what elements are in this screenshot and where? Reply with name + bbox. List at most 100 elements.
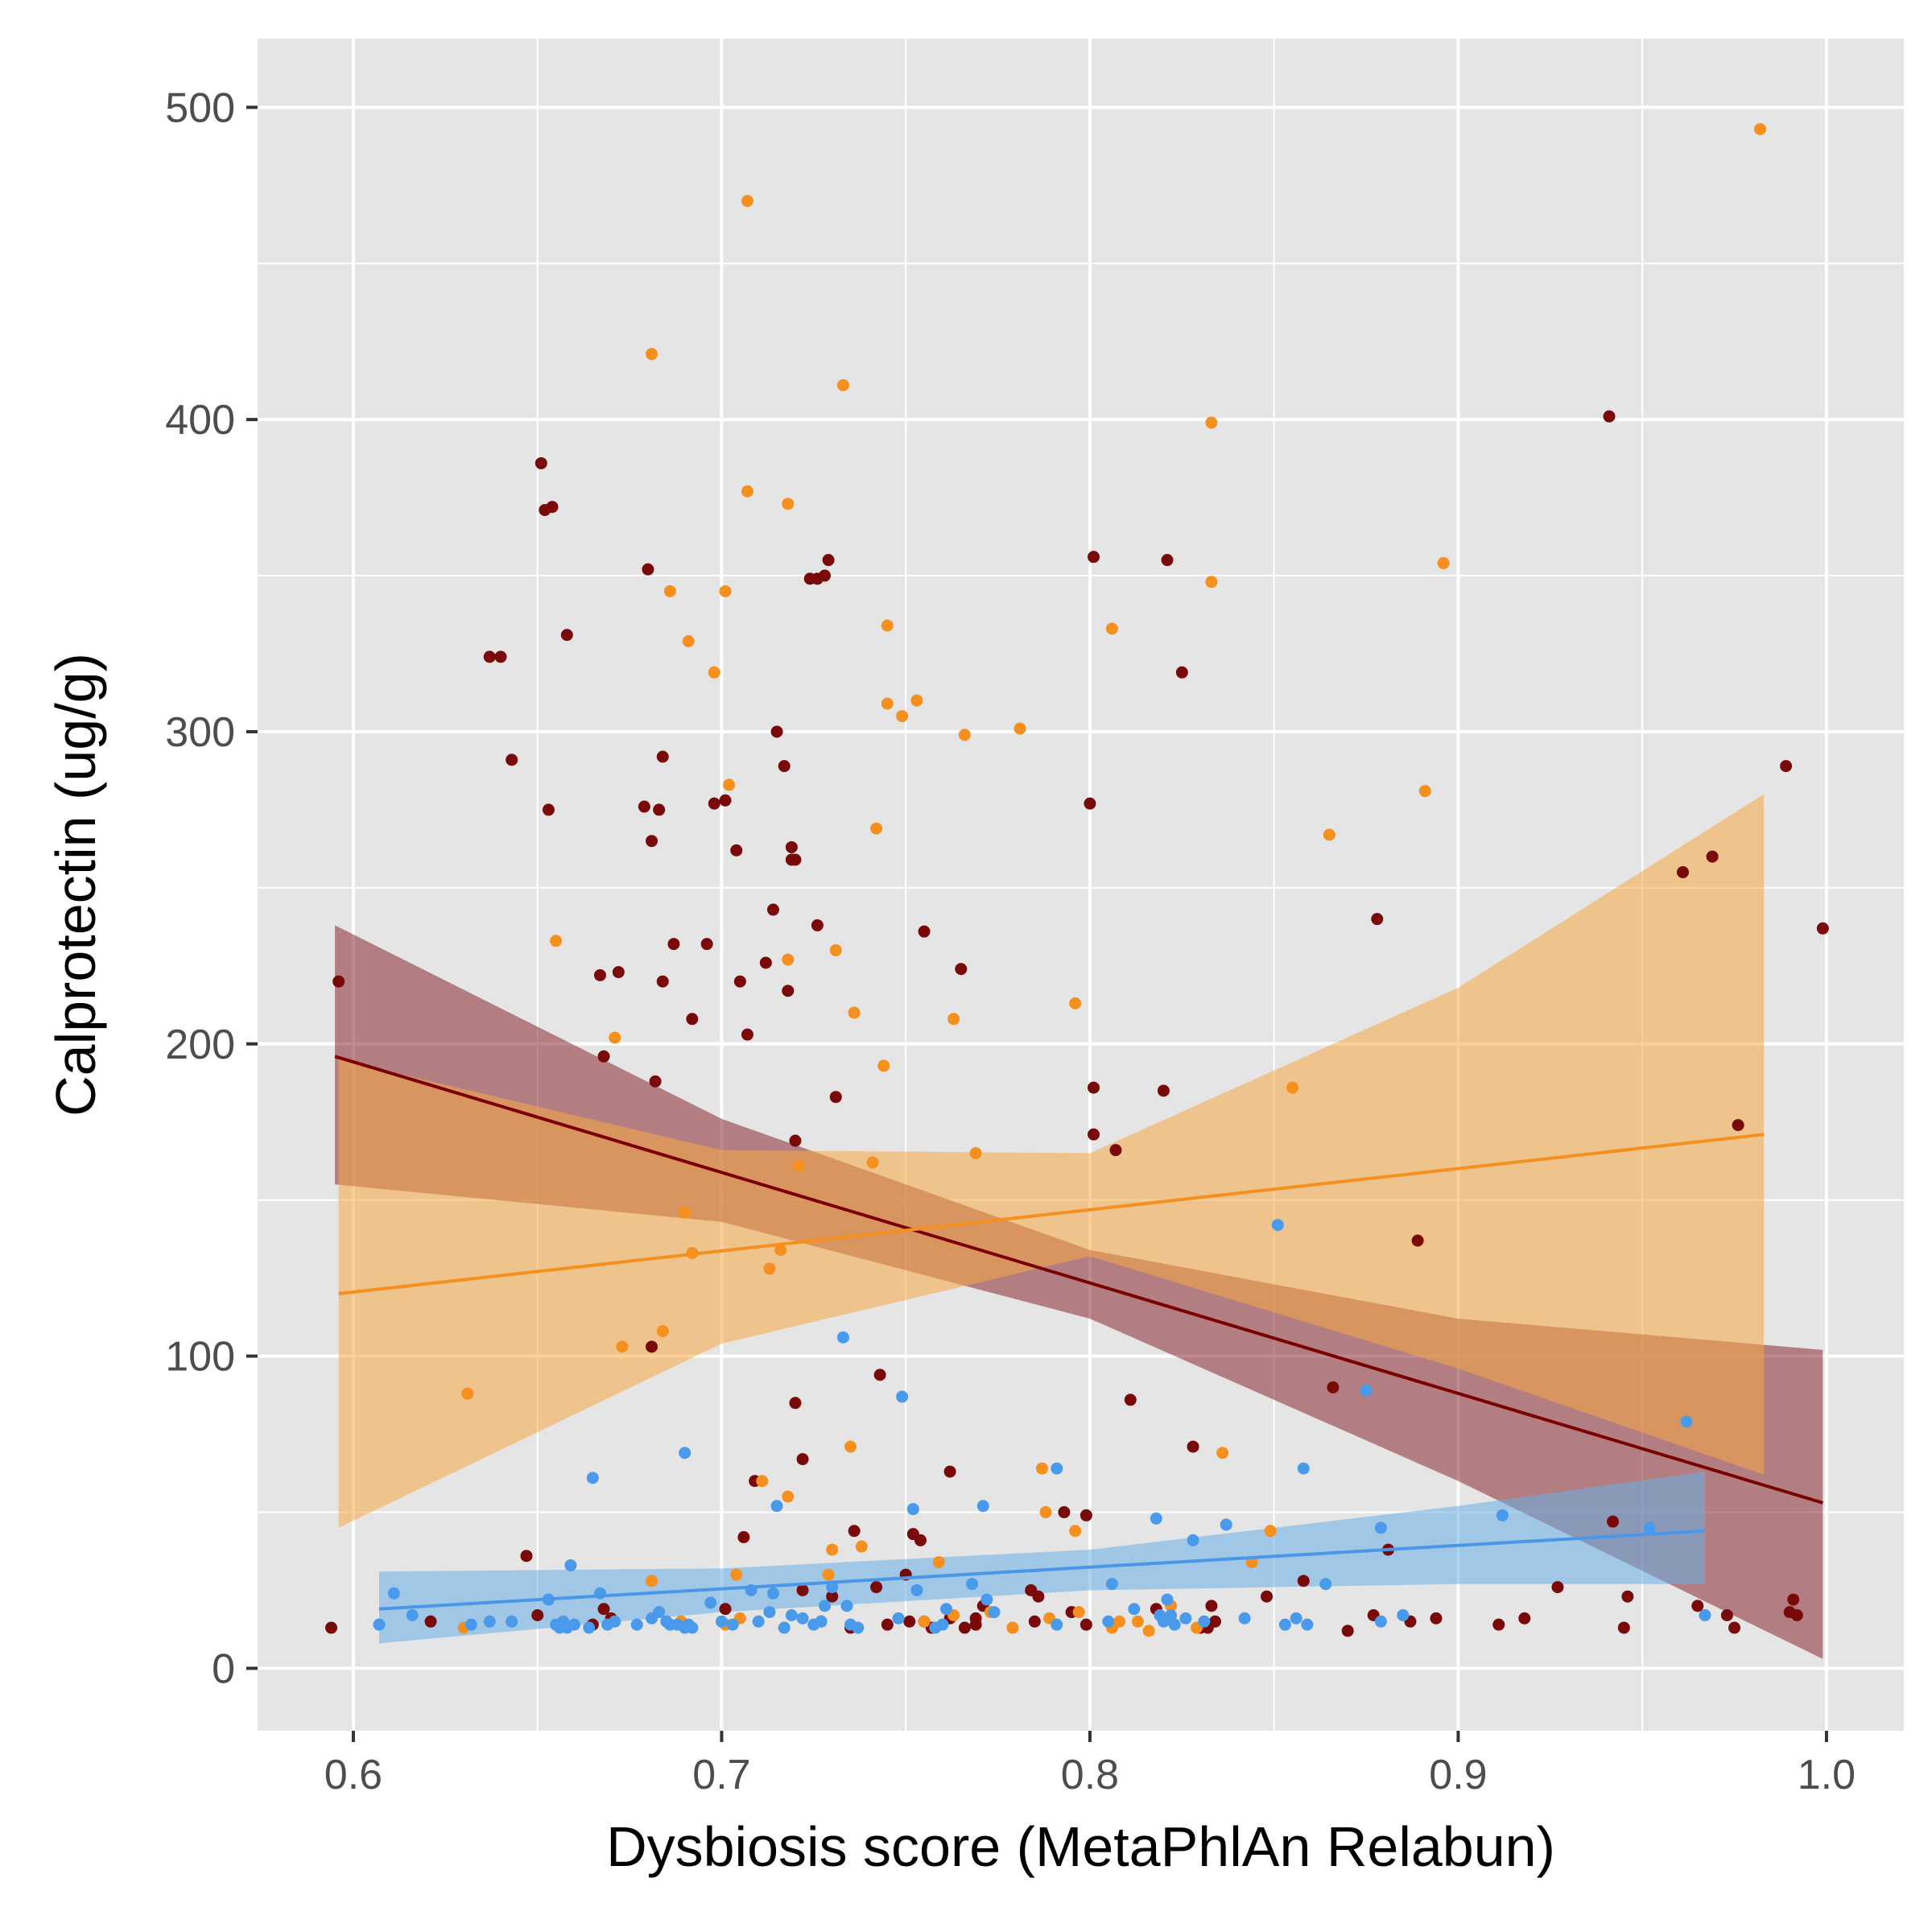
point-series-1 <box>1028 1615 1041 1628</box>
point-series-1 <box>531 1609 544 1622</box>
point-series-3 <box>988 1606 1001 1619</box>
point-series-3 <box>1198 1615 1211 1628</box>
point-series-2 <box>782 953 795 966</box>
point-series-2 <box>969 1147 982 1160</box>
point-series-1 <box>778 760 791 773</box>
point-series-1 <box>1109 1144 1122 1157</box>
point-series-2 <box>877 1059 890 1072</box>
point-series-3 <box>1051 1618 1063 1631</box>
point-series-2 <box>461 1387 474 1400</box>
point-series-1 <box>789 853 802 866</box>
point-series-2 <box>550 935 563 947</box>
point-series-1 <box>1617 1621 1630 1634</box>
point-series-3 <box>1179 1612 1192 1624</box>
point-series-3 <box>1643 1521 1656 1534</box>
y-tick-label: 0 <box>212 1645 235 1692</box>
point-series-2 <box>646 348 658 361</box>
point-series-3 <box>1297 1462 1310 1475</box>
point-series-1 <box>649 1075 662 1088</box>
point-series-1 <box>1621 1590 1634 1603</box>
point-series-1 <box>785 840 798 853</box>
point-series-3 <box>840 1600 853 1612</box>
point-series-3 <box>940 1603 953 1616</box>
point-series-1 <box>542 803 555 816</box>
point-series-2 <box>782 497 795 510</box>
point-series-1 <box>1208 1615 1221 1628</box>
point-series-1 <box>870 1581 883 1594</box>
point-series-1 <box>1371 913 1384 926</box>
point-series-1 <box>1161 554 1174 567</box>
point-series-3 <box>763 1606 776 1619</box>
point-series-1 <box>1124 1393 1137 1406</box>
y-tick-labels: 0 100 200 300 400 500 <box>165 85 235 1692</box>
point-series-1 <box>730 844 743 857</box>
point-series-1 <box>646 835 658 848</box>
x-tick-label: 0.6 <box>324 1752 382 1798</box>
point-series-2 <box>763 1262 776 1275</box>
point-series-1 <box>1088 551 1100 564</box>
point-series-3 <box>609 1615 621 1628</box>
point-series-1 <box>903 1615 916 1628</box>
point-series-3 <box>796 1612 809 1624</box>
point-series-3 <box>766 1587 779 1600</box>
point-series-2 <box>741 195 753 208</box>
point-series-1 <box>1430 1612 1443 1624</box>
point-series-2 <box>774 1244 787 1257</box>
confidence-band-1 <box>335 925 1823 1659</box>
point-series-1 <box>332 975 345 988</box>
x-tick-labels: 0.6 0.7 0.8 0.9 1.0 <box>324 1752 1856 1798</box>
point-series-1 <box>1297 1575 1310 1587</box>
point-series-1 <box>424 1615 437 1628</box>
point-series-1 <box>520 1550 533 1563</box>
point-series-1 <box>737 1531 750 1544</box>
point-series-3 <box>568 1618 580 1631</box>
point-series-1 <box>1032 1590 1045 1603</box>
point-series-2 <box>1113 1615 1126 1628</box>
point-series-2 <box>826 1543 839 1556</box>
point-series-2 <box>918 1615 931 1628</box>
point-series-3 <box>715 1615 728 1628</box>
point-series-2 <box>1069 1525 1082 1538</box>
point-series-2 <box>881 619 894 632</box>
point-series-1 <box>719 794 732 807</box>
point-series-1 <box>1492 1618 1505 1631</box>
point-series-1 <box>1261 1590 1274 1603</box>
point-series-1 <box>1341 1624 1354 1637</box>
point-series-2 <box>1437 557 1450 570</box>
point-series-3 <box>373 1618 386 1631</box>
point-series-2 <box>646 1575 658 1587</box>
x-tick-label: 0.8 <box>1061 1752 1119 1798</box>
point-series-3 <box>483 1615 496 1628</box>
point-series-2 <box>609 1031 621 1044</box>
point-series-1 <box>653 803 666 816</box>
point-series-2 <box>756 1475 769 1488</box>
point-series-1 <box>1603 410 1616 423</box>
point-series-1 <box>667 938 680 951</box>
point-series-1 <box>1518 1612 1531 1624</box>
point-series-2 <box>1142 1624 1155 1637</box>
point-series-2 <box>866 1156 879 1169</box>
point-series-3 <box>1374 1615 1387 1628</box>
point-series-3 <box>586 1472 599 1484</box>
point-series-1 <box>1088 1081 1100 1094</box>
point-series-1 <box>766 903 779 916</box>
point-series-3 <box>752 1615 765 1628</box>
point-series-2 <box>848 1006 861 1019</box>
point-series-2 <box>1205 416 1218 429</box>
point-series-1 <box>1080 1618 1092 1631</box>
point-series-1 <box>638 800 650 813</box>
point-series-3 <box>1128 1603 1141 1616</box>
point-series-2 <box>679 1206 691 1219</box>
point-series-2 <box>1013 722 1026 735</box>
point-series-3 <box>1360 1384 1373 1397</box>
fit-lines <box>334 1055 1823 1611</box>
point-series-1 <box>914 1534 927 1546</box>
x-tick-label: 0.9 <box>1429 1752 1487 1798</box>
point-series-1 <box>829 1091 842 1104</box>
point-series-3 <box>819 1600 832 1612</box>
point-series-2 <box>829 943 842 956</box>
point-series-2 <box>1039 1506 1052 1519</box>
point-series-1 <box>700 938 713 951</box>
point-series-2 <box>719 584 732 597</box>
